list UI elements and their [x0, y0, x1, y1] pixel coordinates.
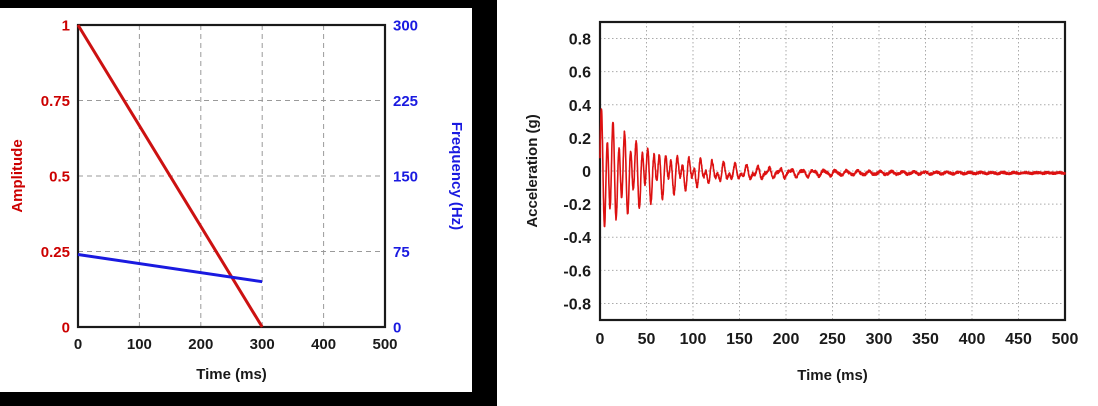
left-y-tick-labels: 0 0.25 0.5 0.75 1: [41, 18, 70, 337]
y2-tick-label: 150: [393, 169, 418, 186]
x-tick-label: 0: [596, 331, 605, 348]
y-tick-label: 0.4: [569, 98, 591, 115]
y-tick-label: 0.8: [569, 32, 591, 49]
frequency-line: [77, 253, 263, 284]
y-tick-label: -0.2: [563, 197, 591, 214]
plot-frame: [76, 23, 387, 329]
right-y-tick-labels: 0 75 150 225 300: [393, 18, 418, 337]
x-tick-label: 350: [912, 331, 939, 348]
x-tick-label: 500: [1052, 331, 1079, 348]
y-tick-label: -0.8: [563, 296, 591, 313]
y-tick-label: 0.6: [569, 65, 591, 82]
x-tick-label: 300: [250, 336, 275, 353]
x-tick-label: 400: [959, 331, 986, 348]
x-tick-label: 450: [1005, 331, 1032, 348]
acceleration-trace: [599, 108, 1066, 228]
x-tick-label: 150: [726, 331, 753, 348]
amplitude-frequency-chart: 0 0.25 0.5 0.75 1 0 75 150 225 300 0 100 200 300 400 50…: [9, 18, 465, 384]
x-axis-title: Time (ms): [196, 366, 267, 383]
x-tick-label: 50: [638, 331, 656, 348]
y-tick-label: 0: [582, 164, 591, 181]
acceleration-timeseries-chart: 0.8 0.6 0.4 0.2 0 -0.2 -0.4 -0.6 -0.8 0 50 100 150 20…: [524, 20, 1079, 384]
y-tick-label: 0.2: [569, 131, 591, 148]
y-tick-label: 0.5: [49, 169, 70, 186]
y-axis-title: Acceleration (g): [524, 114, 541, 227]
x-tick-label: 250: [819, 331, 846, 348]
y2-tick-label: 300: [393, 18, 418, 35]
y-tick-label: -0.4: [563, 230, 591, 247]
y-tick-labels: 0.8 0.6 0.4 0.2 0 -0.2 -0.4 -0.6 -0.8: [563, 32, 591, 314]
y-tick-label: 0: [62, 320, 70, 337]
y-tick-label: 1: [62, 18, 70, 35]
y2-tick-label: 225: [393, 93, 418, 110]
x-tick-label: 500: [372, 336, 397, 353]
x-tick-label: 0: [74, 336, 82, 353]
y2-axis-title: Frequency (Hz): [448, 122, 465, 230]
y-tick-label: 0.25: [41, 244, 70, 261]
x-axis-title: Time (ms): [797, 367, 868, 384]
x-tick-label: 200: [188, 336, 213, 353]
y-axis-title: Amplitude: [9, 139, 26, 212]
x-tick-label: 200: [773, 331, 800, 348]
x-tick-label: 100: [127, 336, 152, 353]
plot-frame: [598, 20, 1067, 322]
x-tick-label: 400: [311, 336, 336, 353]
right-chart-panel: 0.8 0.6 0.4 0.2 0 -0.2 -0.4 -0.6 -0.8 0 50 100 150 20…: [497, 0, 1098, 406]
data-series: [76, 24, 264, 328]
grid-lines: [78, 25, 385, 327]
left-chart-panel: 0 0.25 0.5 0.75 1 0 75 150 225 300 0 100 200 300 400 50…: [0, 8, 472, 392]
x-tick-labels: 0 100 200 300 400 500: [74, 336, 398, 353]
y2-tick-label: 0: [393, 320, 401, 337]
y-tick-label: -0.6: [563, 263, 591, 280]
x-tick-label: 100: [680, 331, 707, 348]
x-tick-labels: 0 50 100 150 200 250 300 350 400 450 500: [596, 331, 1079, 348]
y2-tick-label: 75: [393, 244, 410, 261]
x-tick-label: 300: [866, 331, 893, 348]
y-tick-label: 0.75: [41, 93, 70, 110]
